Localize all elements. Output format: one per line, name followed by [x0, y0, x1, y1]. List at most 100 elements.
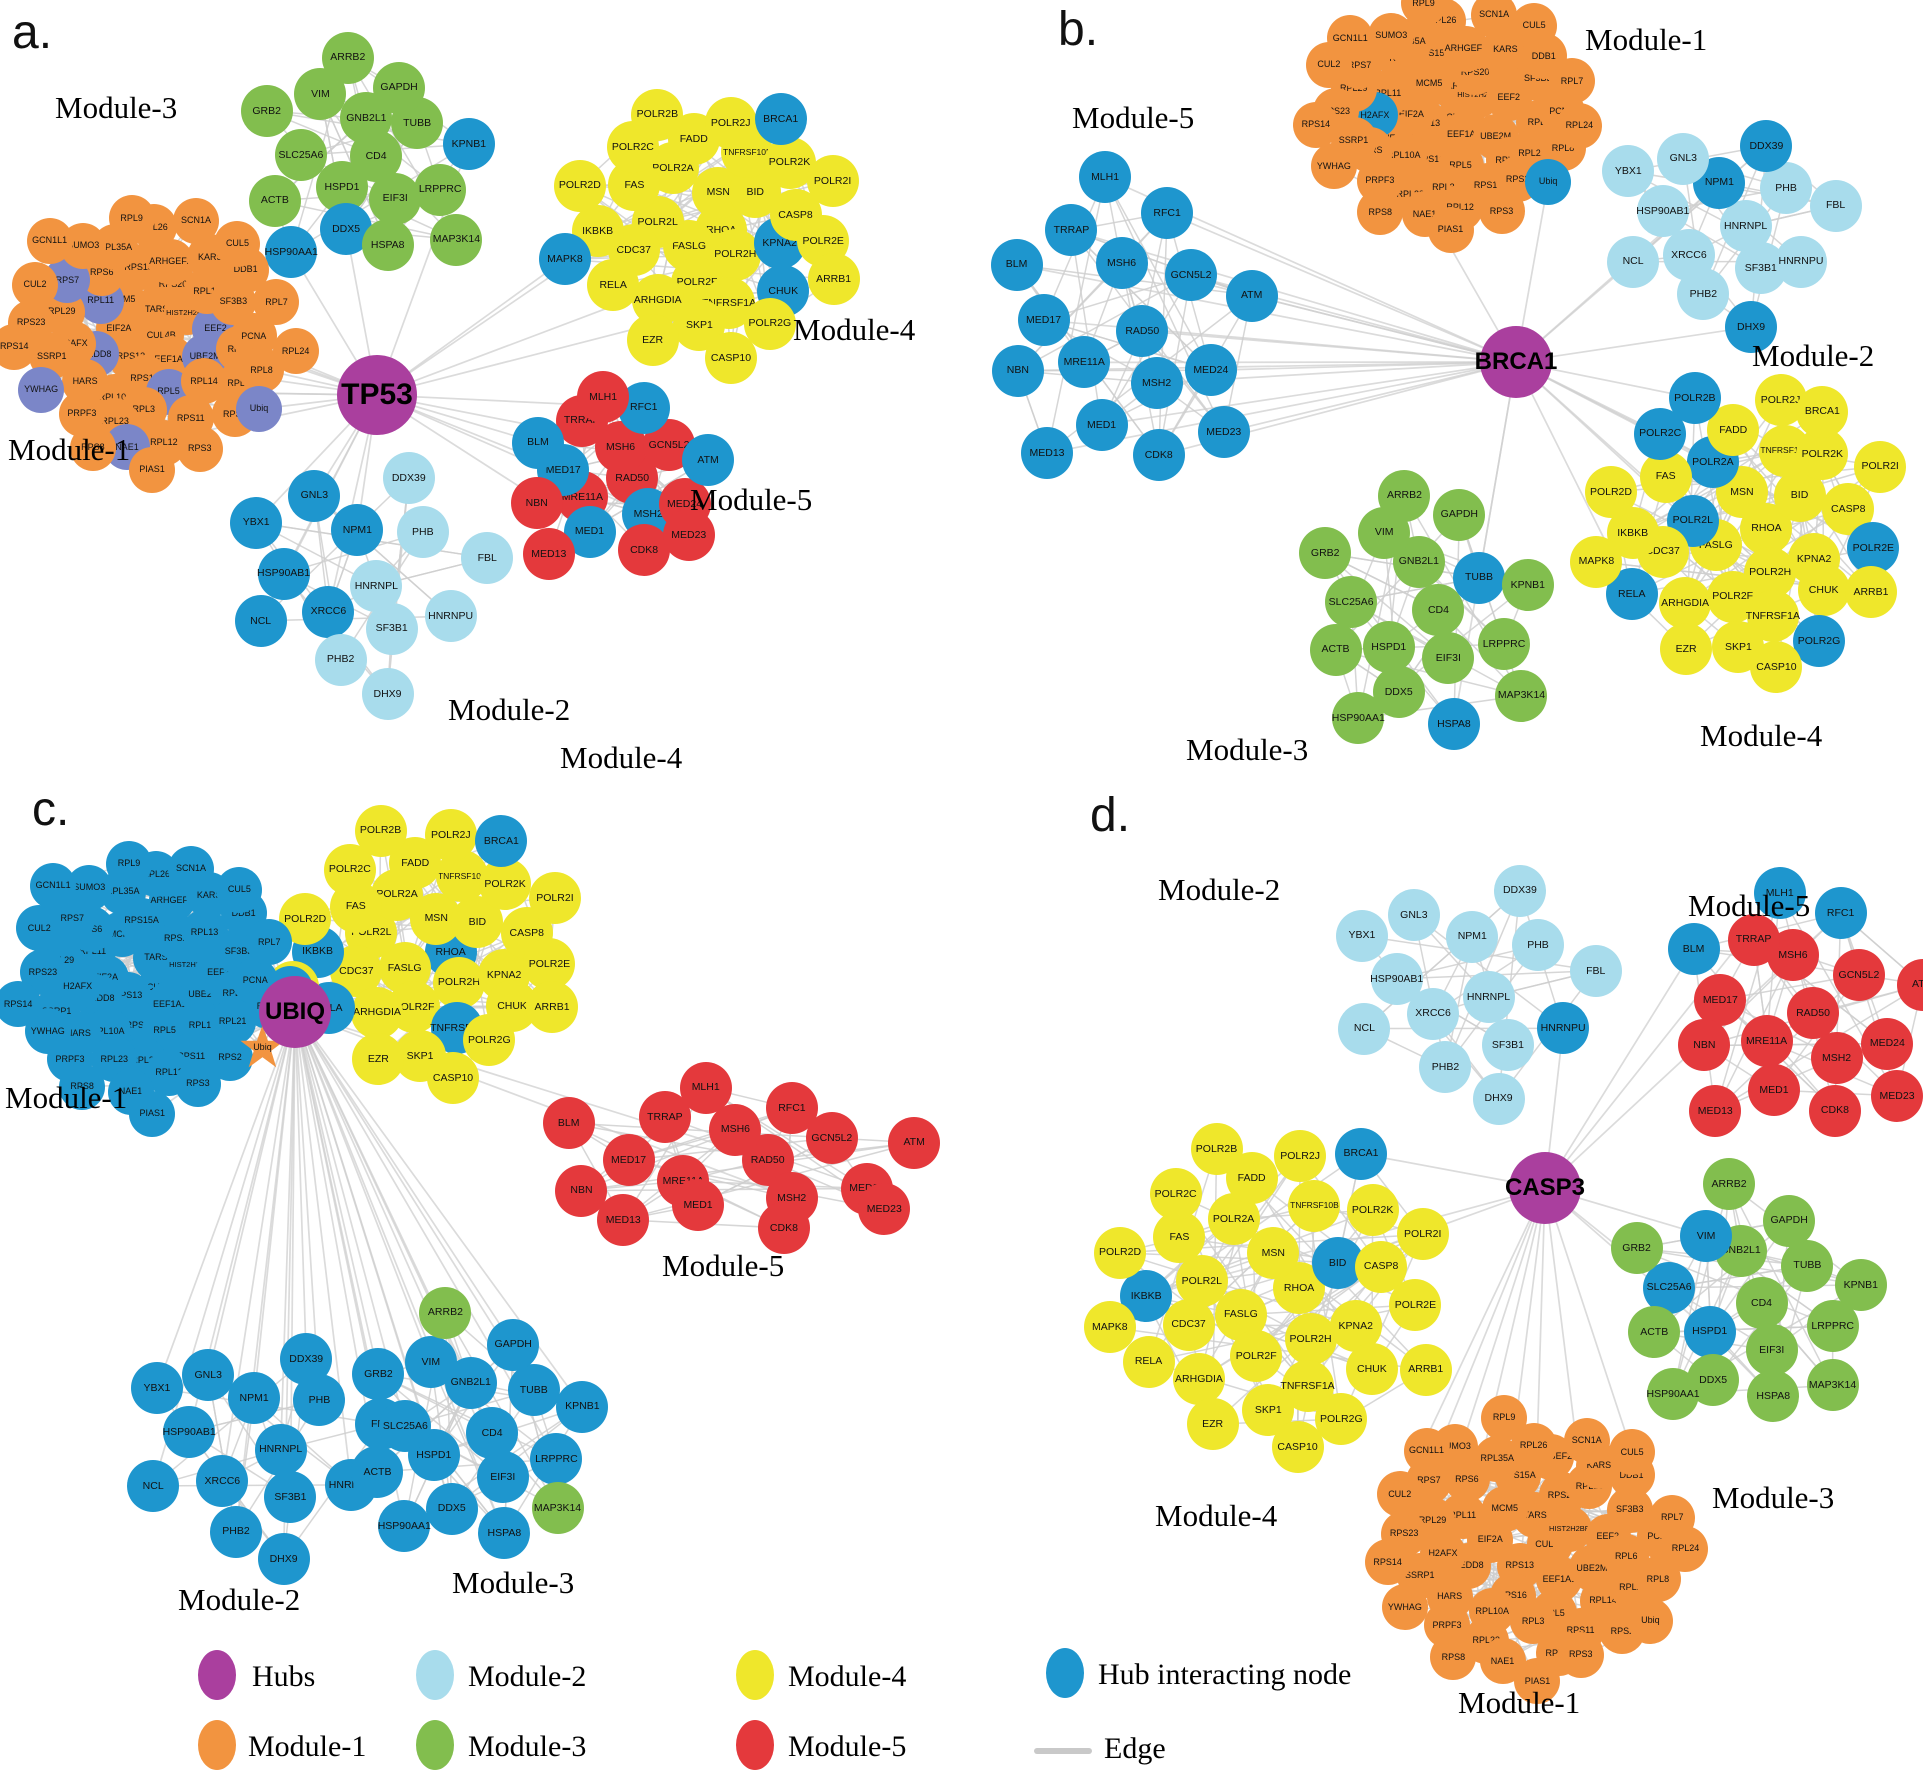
node-SCN1A[interactable]: SCN1A: [168, 845, 215, 892]
node-RPL24[interactable]: RPL24: [1556, 102, 1603, 149]
node-GNL3[interactable]: GNL3: [1657, 132, 1710, 185]
node-CUL2[interactable]: CUL2: [11, 261, 58, 308]
node-RPS8[interactable]: RPS8: [1357, 189, 1404, 236]
node-MED13[interactable]: MED13: [1689, 1084, 1742, 1137]
node-POLR2C[interactable]: POLR2C: [1149, 1168, 1202, 1221]
node-CD4[interactable]: CD4: [1412, 583, 1465, 636]
node-ARRB1[interactable]: ARRB1: [1399, 1343, 1452, 1396]
node-GRB2[interactable]: GRB2: [352, 1348, 405, 1401]
node-GNL3[interactable]: GNL3: [288, 469, 341, 522]
node-ACTB[interactable]: ACTB: [248, 174, 301, 227]
node-MSH6[interactable]: MSH6: [709, 1103, 762, 1156]
node-NPM1[interactable]: NPM1: [228, 1371, 281, 1424]
node-NCL[interactable]: NCL: [234, 594, 287, 647]
node-PHB2[interactable]: PHB2: [314, 633, 367, 686]
node-YWHAG[interactable]: YWHAG: [1381, 1584, 1428, 1631]
node-GCN5L2[interactable]: GCN5L2: [1832, 948, 1885, 1001]
node-POLR2B[interactable]: POLR2B: [354, 804, 407, 857]
node-MSH6[interactable]: MSH6: [1095, 236, 1148, 289]
node-BLM[interactable]: BLM: [511, 416, 564, 469]
node-PHB[interactable]: PHB: [396, 506, 449, 559]
node-CDC37[interactable]: CDC37: [1162, 1298, 1215, 1351]
node-MAP3K14[interactable]: MAP3K14: [1806, 1359, 1859, 1412]
node-PHB[interactable]: PHB: [1511, 919, 1564, 972]
node-HSP90AB1[interactable]: HSP90AB1: [257, 547, 310, 600]
node-POLR2B[interactable]: POLR2B: [631, 88, 684, 141]
node-YBX1[interactable]: YBX1: [1335, 909, 1388, 962]
node-XRCC6[interactable]: XRCC6: [302, 585, 355, 638]
node-YBX1[interactable]: YBX1: [130, 1361, 183, 1414]
node-HSPD1[interactable]: HSPD1: [315, 161, 368, 214]
node-Ubiq[interactable]: Ubiq: [1627, 1597, 1674, 1644]
node-SF3B1[interactable]: SF3B1: [365, 602, 418, 655]
node-FBL[interactable]: FBL: [1809, 179, 1862, 232]
node-RPL24[interactable]: RPL24: [1662, 1525, 1709, 1572]
node-SF3B1[interactable]: SF3B1: [1481, 1018, 1534, 1071]
node-ARRB2[interactable]: ARRB2: [1378, 469, 1431, 522]
node-SLC25A6[interactable]: SLC25A6: [1643, 1261, 1696, 1314]
node-EZR[interactable]: EZR: [626, 313, 679, 366]
node-ACTB[interactable]: ACTB: [1309, 623, 1362, 676]
node-HSP90AB1[interactable]: HSP90AB1: [1370, 952, 1423, 1005]
node-RPS3[interactable]: RPS3: [1478, 188, 1525, 235]
node-POLR2I[interactable]: POLR2I: [528, 872, 581, 925]
hub-node-UBIQ[interactable]: UBIQ: [259, 976, 331, 1048]
node-GNL3[interactable]: GNL3: [182, 1348, 235, 1401]
node-HSPD1[interactable]: HSPD1: [1362, 621, 1415, 674]
node-CDK8[interactable]: CDK8: [1132, 429, 1185, 482]
node-EIF3I[interactable]: EIF3I: [1745, 1324, 1798, 1377]
node-Ubiq[interactable]: Ubiq: [236, 385, 282, 432]
node-NPM1[interactable]: NPM1: [331, 503, 384, 556]
node-PHB2[interactable]: PHB2: [1419, 1041, 1472, 1094]
node-BRCA1[interactable]: BRCA1: [475, 814, 528, 867]
node-RPL7[interactable]: RPL7: [246, 919, 293, 966]
node-HNRNPL[interactable]: HNRNPL: [254, 1423, 307, 1476]
node-HSP90AA1[interactable]: HSP90AA1: [1332, 692, 1385, 745]
node-POLR2I[interactable]: POLR2I: [1396, 1208, 1449, 1261]
node-DHX9[interactable]: DHX9: [257, 1533, 310, 1586]
node-HSP90AA1[interactable]: HSP90AA1: [1647, 1368, 1700, 1421]
node-GAPDH[interactable]: GAPDH: [373, 61, 426, 114]
node-KPNB1[interactable]: KPNB1: [556, 1380, 609, 1433]
node-MED23[interactable]: MED23: [858, 1183, 911, 1236]
node-ARHGDIA[interactable]: ARHGDIA: [1659, 577, 1712, 630]
node-MED17[interactable]: MED17: [1017, 294, 1070, 347]
node-FAS[interactable]: FAS: [1153, 1211, 1206, 1264]
node-MRE11A[interactable]: MRE11A: [1740, 1014, 1793, 1067]
node-ATM[interactable]: ATM: [1225, 269, 1278, 322]
node-NBN[interactable]: NBN: [510, 476, 563, 529]
node-CUL2[interactable]: CUL2: [1376, 1471, 1423, 1518]
node-NCL[interactable]: NCL: [127, 1459, 180, 1512]
node-HSP90AA1[interactable]: HSP90AA1: [378, 1500, 431, 1553]
node-POLR2B[interactable]: POLR2B: [1190, 1122, 1243, 1175]
node-ARRB1[interactable]: ARRB1: [526, 981, 579, 1034]
node-RELA[interactable]: RELA: [587, 259, 640, 312]
node-CUL2[interactable]: CUL2: [16, 905, 63, 952]
node-MLH1[interactable]: MLH1: [1079, 151, 1132, 204]
node-SCN1A[interactable]: SCN1A: [1563, 1417, 1610, 1464]
node-HSPA8[interactable]: HSPA8: [478, 1507, 531, 1560]
node-EIF3I[interactable]: EIF3I: [476, 1451, 529, 1504]
node-ARHGEF2[interactable]: ARHGEF2: [147, 238, 194, 285]
node-NCL[interactable]: NCL: [1607, 235, 1660, 288]
node-DDX39[interactable]: DDX39: [280, 1332, 333, 1385]
node-MED23[interactable]: MED23: [1871, 1069, 1923, 1122]
node-RPL7[interactable]: RPL7: [1549, 58, 1596, 105]
node-NBN[interactable]: NBN: [991, 344, 1044, 397]
node-MAPK8[interactable]: MAPK8: [538, 233, 591, 286]
hub-node-TP53[interactable]: TP53: [337, 355, 417, 435]
node-GRB2[interactable]: GRB2: [240, 84, 293, 137]
node-EZR[interactable]: EZR: [352, 1032, 405, 1085]
node-CDK8[interactable]: CDK8: [1808, 1084, 1861, 1137]
node-HSP90AA1[interactable]: HSP90AA1: [265, 226, 318, 279]
node-PIAS1[interactable]: PIAS1: [129, 1090, 176, 1137]
node-TRRAP[interactable]: TRRAP: [1045, 204, 1098, 257]
node-POLR2G[interactable]: POLR2G: [1315, 1392, 1368, 1445]
node-NCL[interactable]: NCL: [1338, 1002, 1391, 1055]
node-GCN5L2[interactable]: GCN5L2: [1165, 249, 1218, 302]
node-HSPD1[interactable]: HSPD1: [1683, 1305, 1736, 1358]
node-GAPDH[interactable]: GAPDH: [487, 1318, 540, 1371]
node-EZR[interactable]: EZR: [1660, 623, 1713, 676]
node-BLM[interactable]: BLM: [1667, 923, 1720, 976]
node-POLR2J[interactable]: POLR2J: [704, 97, 757, 149]
